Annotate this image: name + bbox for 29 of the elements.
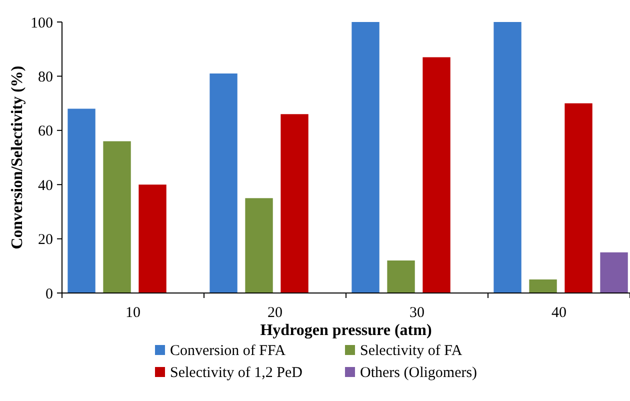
bar (138, 184, 166, 293)
legend-label: Others (Oligomers) (360, 365, 478, 381)
bar (68, 108, 96, 293)
y-tick-label: 20 (38, 232, 53, 248)
y-tick-label: 80 (38, 69, 53, 86)
legend-label: Selectivity of FA (360, 343, 462, 359)
bar (529, 279, 557, 293)
bar (494, 22, 522, 293)
bar (600, 252, 628, 293)
y-tick-label: 60 (38, 124, 53, 140)
bar (352, 22, 380, 293)
bar (387, 260, 415, 293)
legend-label: Conversion of FFA (170, 343, 286, 359)
bar (280, 114, 308, 293)
x-tick-label: 40 (552, 305, 566, 321)
y-tick-label: 0 (46, 286, 53, 302)
y-tick-label: 40 (38, 178, 53, 194)
bar (103, 141, 131, 293)
legend-label: Selectivity of 1,2 PeD (170, 365, 303, 381)
bar (210, 73, 238, 293)
bar (564, 103, 592, 293)
bar (245, 198, 273, 293)
y-axis-title: Conversion/Selectivity (%) (9, 66, 26, 250)
bar (422, 57, 450, 293)
x-tick-label: 10 (126, 305, 140, 321)
x-tick-label: 20 (268, 305, 282, 321)
y-tick-label: 100 (30, 15, 53, 32)
x-axis-title: Hydrogen pressure (atm) (260, 322, 432, 339)
x-tick-label: 30 (410, 305, 424, 321)
